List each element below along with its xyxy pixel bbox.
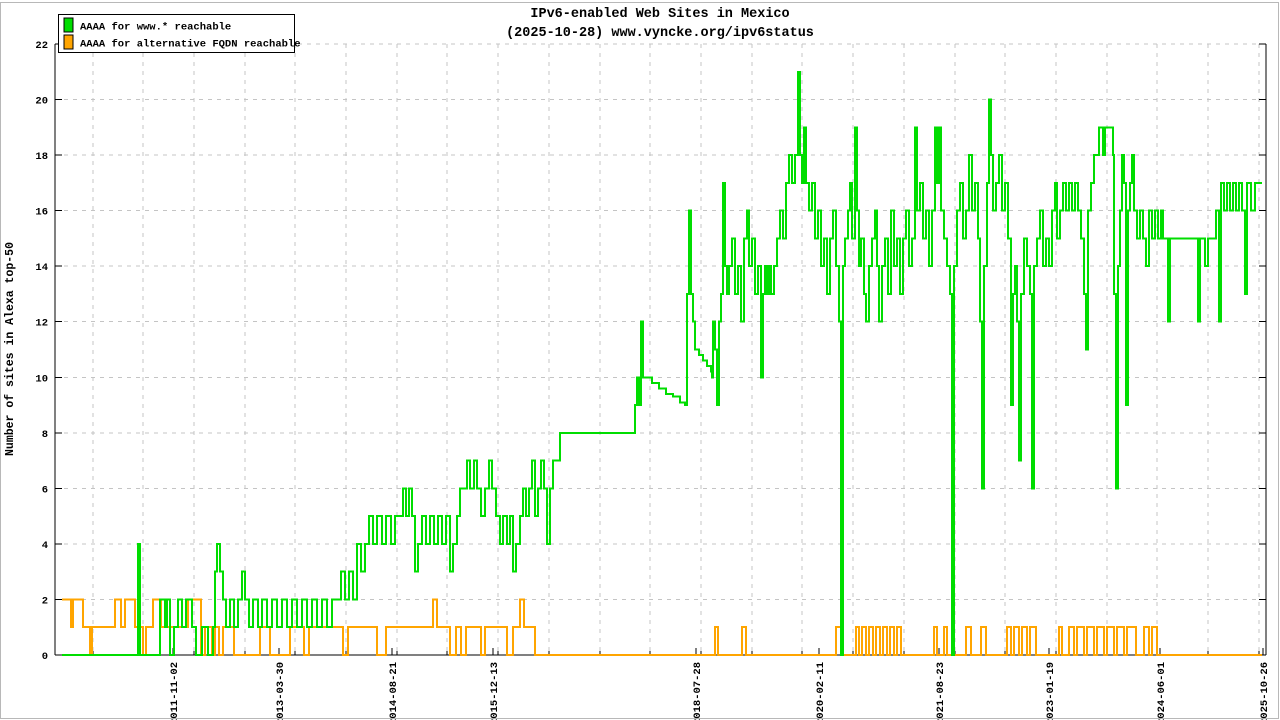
legend-label-green: AAAA for www.* reachable [80, 22, 231, 34]
x-tick-label: 2013-03-30 [275, 662, 287, 720]
y-tick-label: 0 [42, 651, 48, 663]
y-tick-label: 18 [35, 151, 48, 163]
data-series [62, 70, 1262, 656]
legend-swatch-green [63, 17, 74, 33]
x-tick-label: 2011-11-02 [169, 662, 181, 720]
series-line-green [62, 70, 1262, 656]
legend-box [58, 14, 295, 53]
legend: AAAA for www.* reachable AAAA for altern… [58, 14, 301, 53]
x-tick-label: 2023-01-19 [1045, 662, 1057, 720]
x-tick-label: 2021-08-23 [935, 662, 947, 720]
y-tick-label: 10 [35, 373, 48, 385]
series-line-orange [62, 598, 1262, 656]
y-tick-label: 12 [35, 318, 48, 330]
y-tick-label: 22 [35, 40, 48, 52]
y-tick-label: 14 [35, 262, 48, 274]
y-axis-title: Number of sites in Alexa top-50 [4, 242, 17, 456]
legend-swatch-orange [63, 34, 74, 50]
chart-title: IPv6-enabled Web Sites in Mexico [530, 7, 789, 22]
x-tick-label: 2015-12-13 [489, 662, 501, 720]
y-tick-label: 8 [42, 429, 48, 441]
grid-lines [55, 43, 1266, 655]
y-tick-label: 16 [35, 207, 48, 219]
legend-label-orange: AAAA for alternative FQDN reachable [80, 39, 301, 51]
x-tick-label: 2020-02-11 [815, 662, 827, 720]
y-tick-label: 4 [42, 540, 48, 552]
axes [54, 43, 1267, 656]
x-tick-label: 2025-10-26 [1259, 662, 1271, 720]
tick-labels: 0 2 4 6 8 10 12 14 16 18 20 22 2011-11-02 2013-03-30 2… [35, 40, 1271, 720]
y-tick-label: 2 [42, 595, 48, 607]
y-tick-label: 20 [35, 96, 48, 108]
chart-subtitle: (2025-10-28) www.vyncke.org/ipv6status [506, 26, 814, 41]
x-tick-label: 2014-08-21 [388, 662, 400, 720]
y-tick-label: 6 [42, 484, 48, 496]
x-tick-label: 2024-06-01 [1156, 662, 1168, 720]
x-tick-label: 2018-07-28 [692, 662, 704, 720]
